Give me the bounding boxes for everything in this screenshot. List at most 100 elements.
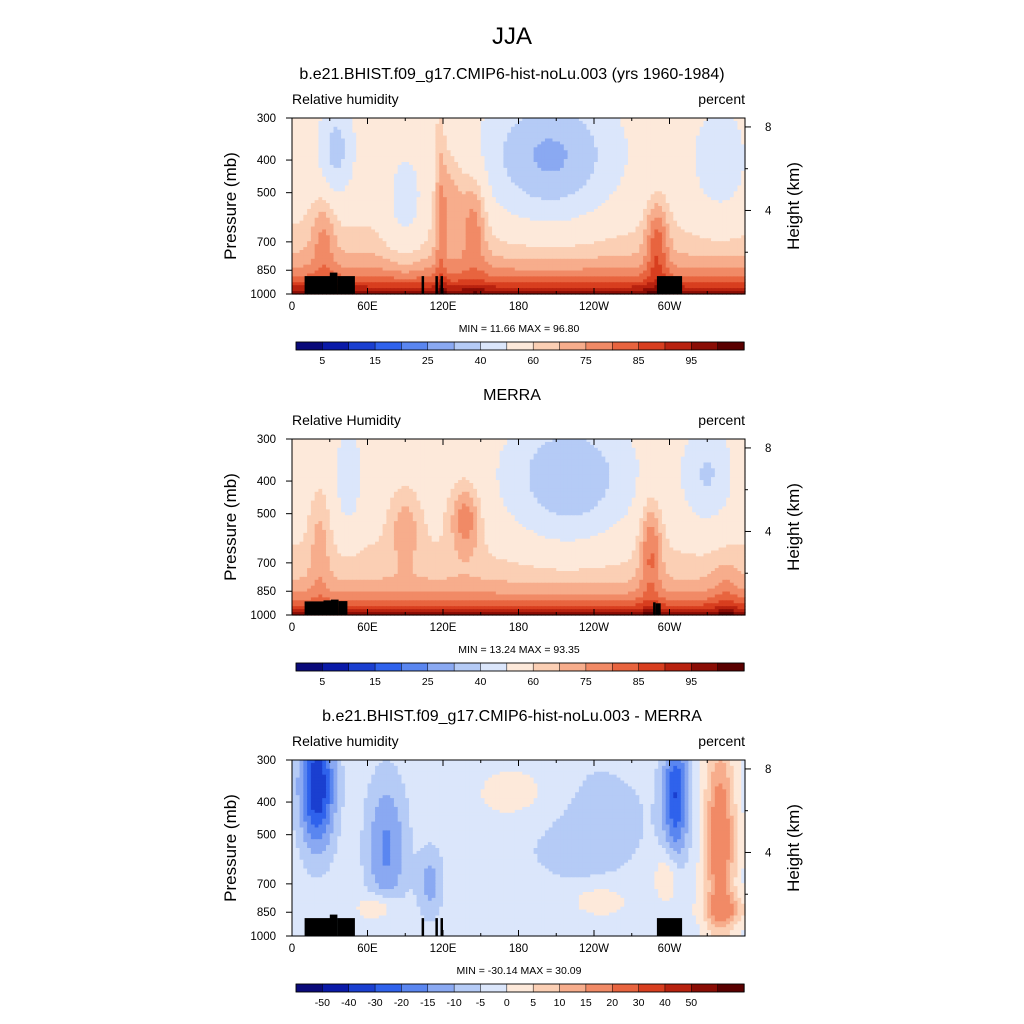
contour-cell: [526, 153, 531, 157]
contour-cell: [352, 141, 357, 145]
contour-cell: [499, 120, 505, 125]
contour-cell: [314, 173, 320, 178]
contour-cell: [677, 120, 682, 125]
contour-cell: [537, 153, 542, 157]
contour-cell: [563, 144, 569, 148]
contour-cell: [412, 144, 418, 148]
contour-cell: [356, 118, 361, 122]
contour-cell: [650, 141, 656, 145]
contour-cell: [541, 141, 546, 145]
contour-cell: [393, 126, 399, 131]
contour-cell: [443, 153, 448, 157]
contour-cell: [699, 156, 705, 160]
contour-cell: [412, 141, 418, 145]
contour-cell: [356, 129, 361, 134]
contour-cell: [310, 135, 316, 140]
contour-cell: [484, 167, 489, 172]
contour-cell: [397, 170, 403, 175]
contour-cell: [295, 150, 301, 154]
contour-cell: [495, 167, 501, 172]
contour-cell: [537, 147, 542, 151]
contour-cell: [673, 147, 678, 151]
contour-cell: [699, 170, 705, 175]
contour-cell: [548, 162, 554, 166]
contour-cell: [665, 162, 671, 166]
contour-cell: [337, 120, 342, 125]
contour-cell: [722, 147, 727, 151]
contour-cell: [544, 159, 550, 163]
contour-cell: [386, 173, 391, 178]
contour-cell: [292, 129, 297, 134]
contour-cell: [382, 164, 387, 169]
contour-cell: [405, 170, 410, 175]
contour-cell: [609, 167, 614, 172]
contour-cell: [310, 147, 316, 151]
contour-cell: [401, 144, 406, 148]
contour-cell: [722, 118, 727, 122]
contour-cell: [514, 129, 520, 134]
contour-cell: [567, 138, 572, 143]
contour-cell: [737, 144, 742, 148]
contour-cell: [669, 129, 674, 134]
contour-cell: [552, 159, 557, 163]
contour-cell: [684, 123, 689, 128]
contour-cell: [533, 147, 538, 151]
contour-cell: [624, 129, 629, 134]
contour-cell: [344, 156, 350, 160]
contour-cell: [446, 123, 452, 128]
contour-cell: [484, 141, 489, 145]
contour-cell: [575, 162, 580, 166]
contour-cell: [371, 123, 376, 128]
contour-cell: [473, 132, 478, 137]
contour-cell: [635, 167, 640, 172]
contour-cell: [307, 167, 312, 172]
contour-cell: [439, 164, 444, 169]
contour-cell: [624, 156, 629, 160]
contour-cell: [560, 153, 565, 157]
contour-cell: [661, 159, 667, 163]
contour-cell: [492, 150, 497, 154]
contour-cell: [541, 132, 546, 137]
contour-cell: [329, 118, 335, 122]
contour-cell: [503, 170, 508, 175]
contour-cell: [435, 118, 440, 122]
contour-cell: [692, 144, 697, 148]
contour-cell: [480, 144, 486, 148]
contour-cell: [333, 123, 338, 128]
contour-cell: [741, 123, 746, 128]
contour-cell: [337, 138, 342, 143]
contour-cell: [461, 150, 467, 154]
contour-cell: [552, 164, 557, 169]
contour-cell: [390, 147, 395, 151]
contour-cell: [692, 150, 697, 154]
contour-cell: [590, 135, 595, 140]
contour-cell: [575, 135, 580, 140]
contour-cell: [714, 170, 720, 175]
contour-cell: [673, 129, 678, 134]
contour-cell: [446, 170, 452, 175]
contour-cell: [314, 123, 320, 128]
contour-cell: [435, 138, 440, 143]
contour-cell: [322, 147, 327, 151]
contour-cell: [692, 141, 697, 145]
contour-cell: [499, 170, 505, 175]
panel-1: b.e21.BHIST.f09_g17.CMIP6-hist-noLu.003 …: [221, 66, 803, 367]
contour-cell: [616, 159, 622, 163]
contour-cell: [560, 144, 565, 148]
contour-cell: [631, 164, 637, 169]
contour-cell: [590, 141, 595, 145]
contour-cell: [673, 141, 678, 145]
contour-cell: [329, 135, 335, 140]
contour-cell: [473, 118, 478, 122]
contour-cell: [363, 135, 369, 140]
contour-cell: [635, 138, 640, 143]
contour-cell: [427, 132, 433, 137]
contour-cell: [409, 159, 414, 163]
contour-cell: [416, 135, 421, 140]
contour-cell: [510, 123, 516, 128]
contour-cell: [322, 153, 327, 157]
contour-cell: [503, 150, 508, 154]
contour-cell: [669, 135, 674, 140]
contour-cell: [401, 118, 406, 122]
contour-cell: [741, 170, 746, 175]
